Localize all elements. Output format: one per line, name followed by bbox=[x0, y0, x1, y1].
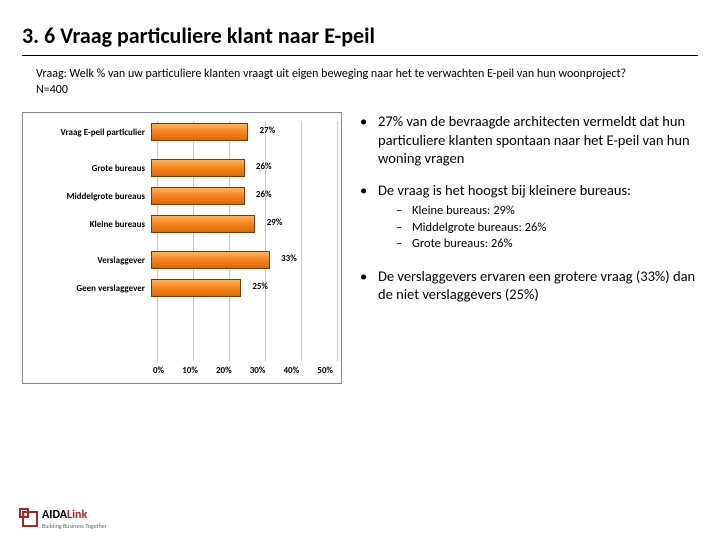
chart-container: Vraag E-peil particulier27%Grote bureaus… bbox=[22, 112, 342, 384]
question-line-2: N=400 bbox=[36, 83, 68, 97]
bullet-list: •27% van de bevraagde architecten vermel… bbox=[360, 112, 698, 384]
bullet-subitem: –Kleine bureaus: 29% bbox=[396, 203, 631, 219]
bullet-dot: • bbox=[360, 267, 378, 303]
bullet-item: •De verslaggevers ervaren een grotere vr… bbox=[360, 267, 698, 303]
bullet-item: •De vraag is het hoogst bij kleinere bur… bbox=[360, 181, 698, 253]
bar-label: Kleine bureaus bbox=[31, 219, 151, 230]
x-tick: 20% bbox=[216, 365, 232, 376]
bullet-dash: – bbox=[396, 203, 412, 219]
bullet-sublist: –Kleine bureaus: 29%–Middelgrote bureaus… bbox=[396, 203, 631, 252]
bullet-subtext: Kleine bureaus: 29% bbox=[412, 203, 515, 219]
bar: 26% bbox=[151, 159, 245, 177]
logo-text-wrap: AIDALink Building Business Together bbox=[42, 508, 107, 530]
gridline bbox=[337, 121, 338, 361]
bullet-subitem: –Grote bureaus: 26% bbox=[396, 236, 631, 252]
bar-label: Grote bureaus bbox=[31, 163, 151, 174]
title-divider bbox=[22, 55, 698, 56]
bar-value: 25% bbox=[252, 281, 268, 292]
bullet-dot: • bbox=[360, 112, 378, 166]
bullet-dot: • bbox=[360, 181, 378, 253]
bar-value: 33% bbox=[281, 253, 297, 264]
bar-group-gap bbox=[31, 149, 337, 157]
bar-row: Kleine bureaus29% bbox=[31, 213, 337, 235]
bullet-text: De verslaggevers ervaren een grotere vra… bbox=[378, 267, 698, 303]
bar-track: 27% bbox=[151, 123, 337, 141]
bar-value: 27% bbox=[260, 125, 276, 136]
bar-track: 33% bbox=[151, 251, 337, 269]
bullet-body: De vraag is het hoogst bij kleinere bure… bbox=[378, 181, 631, 253]
bar-track: 26% bbox=[151, 187, 337, 205]
bar-track: 29% bbox=[151, 215, 337, 233]
logo-text: AIDALink bbox=[42, 508, 107, 522]
aidalink-logo: AIDALink Building Business Together bbox=[22, 508, 107, 530]
chart-x-axis: 0% 10% 20% 30% 40% 50% bbox=[153, 365, 333, 376]
bar: 29% bbox=[151, 215, 255, 233]
bar-group-gap bbox=[31, 241, 337, 249]
logo-red: Link bbox=[67, 508, 87, 522]
logo-tagline: Building Business Together bbox=[42, 522, 107, 530]
x-tick: 50% bbox=[317, 365, 333, 376]
chart-body: Vraag E-peil particulier27%Grote bureaus… bbox=[31, 121, 337, 361]
bar-row: Geen verslaggever25% bbox=[31, 277, 337, 299]
bullet-text: 27% van de bevraagde architecten vermeld… bbox=[378, 112, 698, 166]
bullet-subtext: Middelgrote bureaus: 26% bbox=[412, 220, 546, 236]
bar-label: Verslaggever bbox=[31, 255, 151, 266]
question-text: Vraag: Welk % van uw particuliere klante… bbox=[0, 66, 720, 98]
bullet-body: De verslaggevers ervaren een grotere vra… bbox=[378, 267, 698, 303]
x-tick: 10% bbox=[182, 365, 198, 376]
bar-row: Middelgrote bureaus26% bbox=[31, 185, 337, 207]
bar: 33% bbox=[151, 251, 270, 269]
bullet-text: De vraag is het hoogst bij kleinere bure… bbox=[378, 181, 631, 199]
x-tick: 40% bbox=[284, 365, 300, 376]
bar-row: Vraag E-peil particulier27% bbox=[31, 121, 337, 143]
bullet-subtext: Grote bureaus: 26% bbox=[412, 236, 513, 252]
x-tick: 30% bbox=[250, 365, 266, 376]
x-tick: 0% bbox=[153, 365, 164, 376]
bar: 27% bbox=[151, 123, 248, 141]
bullet-dash: – bbox=[396, 220, 412, 236]
page-title: 3. 6 Vraag particuliere klant naar E-pei… bbox=[0, 0, 720, 55]
content-row: Vraag E-peil particulier27%Grote bureaus… bbox=[0, 98, 720, 384]
bar-value: 26% bbox=[256, 161, 272, 172]
bar-track: 26% bbox=[151, 159, 337, 177]
bar-row: Verslaggever33% bbox=[31, 249, 337, 271]
bar: 26% bbox=[151, 187, 245, 205]
bullet-item: •27% van de bevraagde architecten vermel… bbox=[360, 112, 698, 166]
bullet-subitem: –Middelgrote bureaus: 26% bbox=[396, 220, 631, 236]
bar-track: 25% bbox=[151, 279, 337, 297]
bullet-body: 27% van de bevraagde architecten vermeld… bbox=[378, 112, 698, 166]
bullet-dash: – bbox=[396, 236, 412, 252]
bar-value: 29% bbox=[267, 217, 283, 228]
bar-label: Geen verslaggever bbox=[31, 283, 151, 294]
bar-label: Vraag E-peil particulier bbox=[31, 127, 151, 138]
bar-label: Middelgrote bureaus bbox=[31, 191, 151, 202]
bar-row: Grote bureaus26% bbox=[31, 157, 337, 179]
chart-bars: Vraag E-peil particulier27%Grote bureaus… bbox=[31, 121, 337, 299]
logo-black: AIDA bbox=[42, 508, 67, 522]
logo-icon bbox=[22, 511, 38, 527]
question-line-1: Vraag: Welk % van uw particuliere klante… bbox=[36, 67, 626, 81]
bar: 25% bbox=[151, 279, 241, 297]
bar-value: 26% bbox=[256, 189, 272, 200]
